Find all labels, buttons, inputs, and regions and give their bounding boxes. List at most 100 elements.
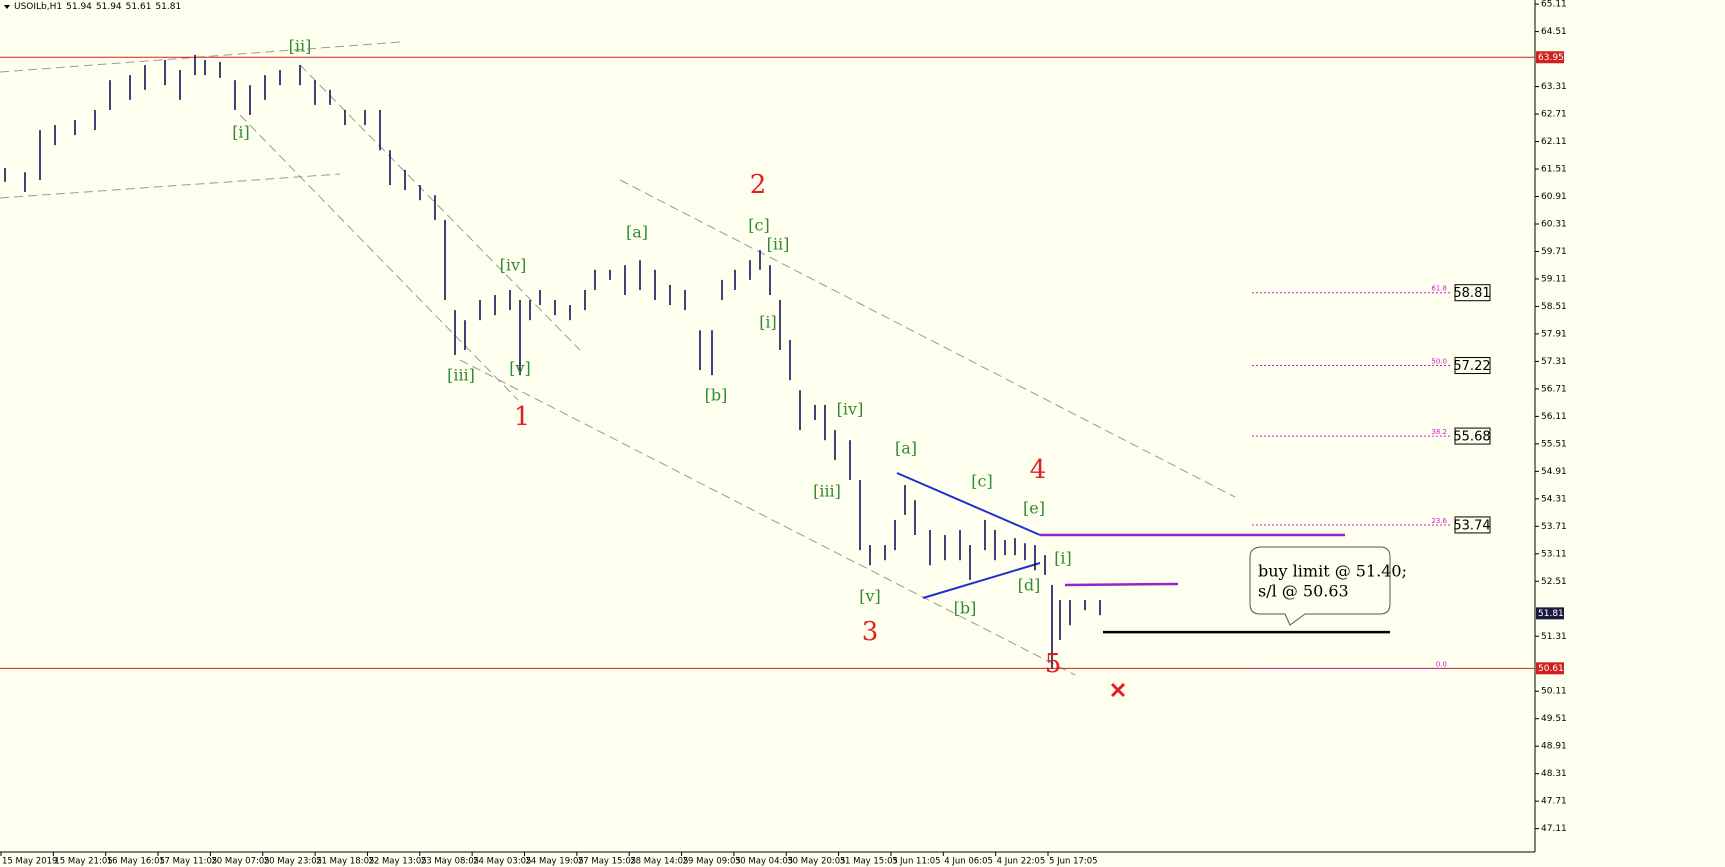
current-price-tag (1536, 607, 1564, 620)
fib-price: 55.68 (1453, 430, 1490, 445)
y-tick-label: 58.51 (1541, 302, 1567, 312)
x-tick-label: 4 Jun 06:05 (944, 857, 993, 867)
channel-line (619, 179, 1236, 498)
x-tick-label: 21 May 18:05 (316, 857, 374, 867)
x-tick-label: 4 Jun 22:05 (997, 857, 1046, 867)
minor-wave-label: [b] (705, 386, 728, 405)
y-tick-label: 57.91 (1541, 329, 1567, 339)
y-tick-label: 55.51 (1541, 439, 1567, 449)
y-tick-label: 50.11 (1541, 687, 1567, 697)
y-tick-label: 60.31 (1541, 219, 1567, 229)
fib-ratio: 38.2 (1431, 428, 1447, 436)
y-tick-label: 62.11 (1541, 137, 1567, 147)
y-tick-label: 64.51 (1541, 27, 1567, 37)
minor-wave-label: [c] (748, 216, 769, 235)
major-wave-label: 4 (1030, 455, 1047, 485)
y-tick-label: 65.11 (1541, 0, 1567, 10)
symbol: USOILb,H1 (14, 2, 63, 12)
y-tick-label: 47.11 (1541, 824, 1567, 834)
y-tick-label: 52.51 (1541, 577, 1567, 587)
y-tick-label: 51.31 (1541, 632, 1567, 642)
fib-ratio: 0.0 (1436, 660, 1447, 668)
minor-wave-label: [d] (1018, 576, 1041, 595)
y-tick-label: 60.91 (1541, 192, 1567, 202)
callout-text: s/l @ 50.63 (1258, 582, 1349, 601)
minor-wave-label: [v] (509, 359, 531, 378)
callout-text: buy limit @ 51.40; (1258, 562, 1407, 581)
minor-wave-label: [ii] (289, 37, 312, 56)
y-tick-label: 48.91 (1541, 742, 1567, 752)
current-price-label: 51.81 (1538, 609, 1564, 619)
callout-box (1249, 546, 1391, 626)
fib-ratio: 23.6 (1431, 517, 1447, 525)
x-tick-label: 24 May 03:05 (473, 857, 531, 867)
support-line-tag (1536, 662, 1564, 675)
target-line (1064, 582, 1179, 587)
channel-line (459, 359, 1076, 676)
x-tick-label: 28 May 14:05 (630, 857, 688, 867)
x-tick-label: 17 May 11:05 (159, 857, 217, 867)
minor-wave-label: [v] (859, 587, 881, 606)
minor-wave-label: [a] (895, 439, 917, 458)
y-tick-label: 63.31 (1541, 82, 1567, 92)
triangle-line (896, 472, 1041, 536)
minor-wave-label: [iv] (500, 256, 527, 275)
y-tick-label: 59.11 (1541, 274, 1567, 284)
y-tick-label: 47.71 (1541, 797, 1567, 807)
y-tick-label: 49.51 (1541, 714, 1567, 724)
high: 51.94 (95, 2, 122, 12)
triangle-line (922, 562, 1041, 599)
x-tick-label: 20 May 07:05 (211, 857, 269, 867)
minor-wave-label: [c] (971, 472, 992, 491)
minor-wave-label: [iv] (837, 400, 864, 419)
minor-wave-label: [i] (232, 123, 250, 142)
fib-price-box (1454, 357, 1491, 375)
minor-wave-label: [a] (626, 223, 648, 242)
y-tick-label: 53.71 (1541, 522, 1567, 532)
x-tick-label: 15 May 2019 (2, 857, 57, 867)
x-tick-label: 16 May 16:05 (107, 857, 165, 867)
x-tick-label: 15 May 21:05 (54, 857, 112, 867)
resistance-line-label: 63.95 (1538, 53, 1564, 63)
fib-price-box (1454, 427, 1491, 445)
y-tick-label: 62.71 (1541, 110, 1567, 120)
channel-line (239, 114, 519, 401)
x-tick-label: 30 May 20:05 (787, 857, 845, 867)
resistance-line-tag (1536, 51, 1564, 64)
major-wave-label: 5 (1045, 649, 1062, 679)
x-tick-label: 29 May 09:05 (683, 857, 741, 867)
open: 51.94 (66, 2, 92, 12)
channel-line (0, 173, 341, 199)
y-tick-label: 56.71 (1541, 384, 1567, 394)
x-tick-label: 30 May 04:05 (735, 857, 793, 867)
fib-ratio: 50.0 (1431, 358, 1447, 366)
fib-ratio: 61.8 (1431, 285, 1447, 293)
fib-price-box (1454, 284, 1491, 302)
y-tick-label: 48.31 (1541, 769, 1567, 779)
target-lines (1040, 533, 1345, 587)
major-wave-label: 2 (750, 170, 767, 200)
stop-marker (1110, 682, 1126, 698)
minor-wave-label: [b] (954, 599, 977, 618)
x-tick-label: 5 Jun 17:05 (1049, 857, 1098, 867)
x-tick-label: 24 May 19:05 (526, 857, 584, 867)
y-tick-label: 61.51 (1541, 165, 1567, 175)
support-line-label: 50.61 (1538, 664, 1564, 674)
menu-arrow (4, 5, 10, 9)
y-tick-label: 53.11 (1541, 549, 1567, 559)
x-tick-label: 23 May 08:05 (421, 857, 479, 867)
y-tick-label: 54.91 (1541, 467, 1567, 477)
minor-wave-label: [ii] (767, 235, 790, 254)
low: 51.61 (125, 2, 152, 12)
channel-line (299, 64, 581, 351)
fib-price: 53.74 (1453, 518, 1490, 533)
chart-header: USOILb,H1 51.94 51.94 51.61 51.81 (14, 2, 185, 12)
minor-wave-label: [e] (1023, 499, 1045, 518)
major-wave-label: 3 (862, 617, 879, 647)
y-tick-label: 57.31 (1541, 357, 1567, 367)
stop-marker-stroke (1110, 682, 1126, 698)
x-tick-label: 27 May 15:05 (578, 857, 636, 867)
